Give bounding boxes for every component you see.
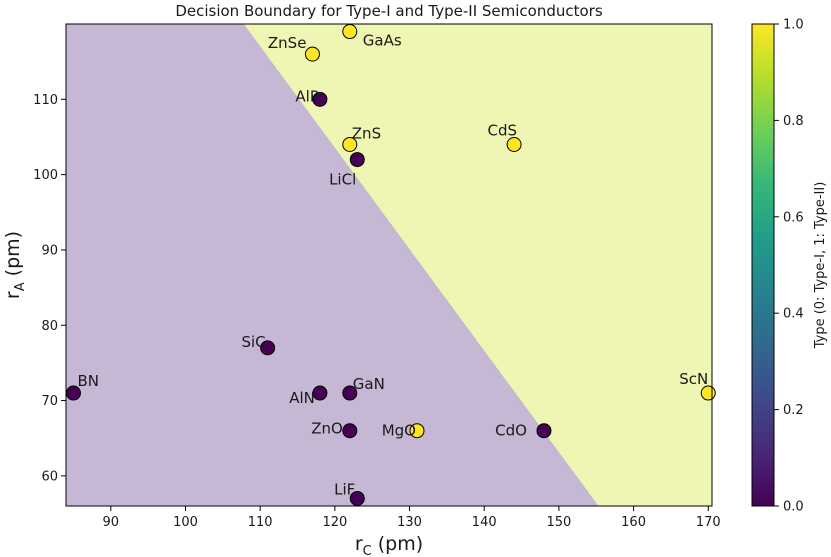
data-point-gan (342, 385, 358, 401)
point-label-alp: AlP (295, 87, 318, 105)
point-label-gan: GaN (353, 375, 385, 393)
point-label-mgo: MgO (382, 422, 416, 440)
point-label-cds: CdS (488, 122, 518, 140)
point-label-bn: BN (77, 372, 99, 390)
x-tick-label: 110 (248, 515, 273, 530)
y-axis-title: rA (pm) (2, 231, 28, 299)
colorbar-tick-label: 0.8 (783, 114, 804, 129)
x-tick-label: 170 (696, 515, 721, 530)
plot-area (66, 24, 712, 506)
colorbar-tick-label: 0.0 (783, 500, 804, 515)
chart-title: Decision Boundary for Type-I and Type-II… (175, 2, 603, 20)
point-label-aln: AlN (289, 389, 315, 407)
y-tick-label: 70 (41, 394, 58, 409)
point-label-licl: LiCl (329, 171, 356, 189)
plot-frame (65, 23, 713, 507)
y-tick-label: 80 (41, 319, 58, 334)
data-point-znse (304, 46, 320, 62)
x-axis-title: rC (pm) (355, 533, 423, 557)
y-tick-label: 60 (41, 469, 58, 484)
point-label-sic: SiC (241, 333, 265, 351)
type-i-region (66, 24, 598, 506)
data-point-scn (700, 385, 716, 401)
x-axis-ticks: 90 100 110 120 130 140 150 160 170 (103, 506, 721, 530)
data-point-licl (349, 152, 365, 168)
point-label-gaas: GaAs (363, 32, 402, 50)
x-tick-label: 120 (322, 515, 347, 530)
point-label-cdo: CdO (495, 422, 527, 440)
point-label-lif: LiF (334, 480, 355, 498)
x-tick-label: 100 (173, 515, 198, 530)
x-tick-label: 140 (472, 515, 497, 530)
x-tick-label: 90 (103, 515, 120, 530)
colorbar-tick-label: 0.4 (783, 307, 804, 322)
x-tick-label: 150 (546, 515, 571, 530)
x-tick-label: 130 (397, 515, 422, 530)
data-point-mgo (409, 423, 425, 439)
data-point-alp (312, 91, 328, 107)
data-point-sic (260, 340, 276, 356)
y-tick-label: 100 (33, 168, 58, 183)
colorbar-tick-label: 1.0 (783, 18, 804, 33)
type-ii-region (242, 24, 712, 506)
data-point-cdo (536, 423, 552, 439)
y-tick-label: 110 (33, 93, 58, 108)
colorbar-tick-label: 0.6 (783, 210, 804, 225)
y-axis-ticks: 60 70 80 90 100 110 (33, 93, 66, 484)
point-label-zno: ZnO (311, 420, 343, 438)
x-tick-label: 160 (621, 515, 646, 530)
point-label-scn: ScN (679, 370, 708, 388)
data-point-cds (506, 137, 522, 152)
colorbar: 0.0 0.2 0.4 0.6 0.8 1.0 Type (0: Type-I, 1: T… (751, 18, 828, 515)
colorbar-gradient (751, 23, 775, 507)
data-point-lif (349, 490, 365, 506)
colorbar-ticks: 0.0 0.2 0.4 0.6 0.8 1.0 (774, 18, 804, 515)
y-tick-label: 90 (41, 243, 58, 258)
colorbar-tick-label: 0.2 (783, 403, 804, 418)
colorbar-label: Type (0: Type-I, 1: Type-II) (813, 182, 828, 350)
data-point-zno (342, 423, 358, 439)
data-point-gaas (342, 24, 358, 40)
points-layer: BN SiC AlN GaN ZnO MgO CdO LiF ScN AlP ZnS LiCl CdS Z… (65, 24, 716, 506)
data-point-zns (342, 137, 358, 152)
point-label-zns: ZnS (352, 125, 381, 143)
data-point-aln (312, 385, 328, 401)
point-label-znse: ZnSe (268, 34, 307, 52)
